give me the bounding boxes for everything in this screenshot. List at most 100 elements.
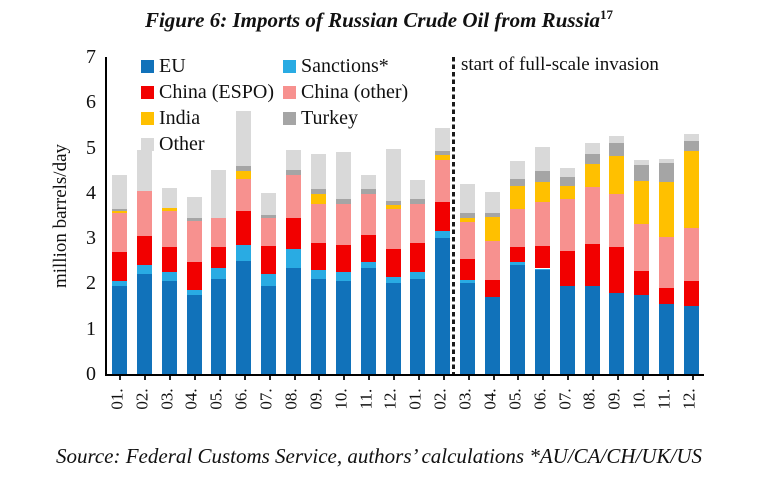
bar-segment-sanctions--12. [385, 276, 401, 284]
x-tick-label: 06. [530, 388, 550, 410]
bar-segment-sanctions--01. [111, 281, 127, 286]
x-axis-tick [318, 376, 321, 380]
legend-swatch [141, 85, 154, 99]
x-tick-label: 01. [107, 388, 127, 410]
bar-segment-china--other--01. [410, 204, 426, 243]
x-axis-tick [268, 376, 271, 380]
x-tick-label: 09. [604, 388, 624, 410]
x-tick-label: 04. [182, 388, 202, 410]
bar-segment-turkey-12. [385, 201, 401, 206]
bar-segment-china--espo--02. [435, 202, 451, 232]
bar-segment-eu-01. [111, 285, 127, 374]
bar-segment-sanctions--02. [435, 231, 451, 239]
bar-segment-sanctions--03. [460, 279, 476, 284]
bar-segment-china--espo--01. [410, 242, 426, 273]
bar-segment-china--other--07. [261, 217, 277, 247]
bar-segment-china--other--03. [460, 222, 476, 259]
bar-segment-china--espo--05. [211, 247, 227, 268]
y-tick-label: 0 [86, 363, 96, 385]
bar-segment-other-03. [460, 183, 476, 214]
bar-segment-india-12. [385, 205, 401, 209]
bar-segment-other-11. [360, 174, 376, 190]
bar-segment-china--other--02. [435, 160, 451, 203]
bar-segment-other-06. [236, 111, 252, 166]
bar-segment-other-01. [410, 180, 426, 200]
chart-legend: EU China (ESPO) India Other Sanctions* China … [141, 53, 408, 157]
bar-segment-eu-03. [161, 281, 177, 374]
bar-segment-other-04. [485, 191, 501, 213]
bar-segment-eu-09. [609, 292, 625, 374]
bar-segment-turkey-08. [286, 170, 302, 175]
bar-segment-eu-11. [360, 267, 376, 374]
bar-segment-eu-08. [286, 267, 302, 374]
legend-swatch [141, 137, 154, 151]
bar-segment-sanctions--05. [509, 262, 525, 266]
bar-segment-other-09. [609, 135, 625, 143]
bar-segment-other-10. [335, 152, 351, 200]
bar-segment-china--espo--06. [236, 210, 252, 245]
figure-title: Figure 6: Imports of Russian Crude Oil f… [0, 7, 758, 33]
y-tick-label: 5 [86, 136, 96, 159]
bar-segment-india-05. [509, 185, 525, 210]
legend-label: China (other) [301, 80, 409, 103]
x-tick-label: 03. [157, 388, 177, 410]
legend-label: Other [159, 132, 205, 155]
bar-segment-eu-02. [136, 274, 152, 374]
bar-segment-other-01. [111, 174, 127, 209]
x-tick-label: 11. [356, 388, 376, 410]
bar-segment-eu-10. [634, 294, 650, 374]
bar-segment-eu-07. [261, 285, 277, 374]
invasion-annotation: start of full-scale invasion [461, 54, 659, 75]
bar-segment-china--espo--06. [534, 245, 550, 269]
x-axis-tick [393, 376, 396, 380]
bar-segment-eu-06. [534, 269, 550, 374]
x-axis-tick [567, 376, 570, 380]
x-tick-label: 07. [256, 388, 276, 410]
bar-segment-eu-06. [236, 260, 252, 374]
x-tick-label: 10. [331, 388, 351, 410]
bar-segment-eu-04. [485, 297, 501, 374]
bar-segment-china--espo--11. [360, 234, 376, 262]
bar-segment-sanctions--06. [534, 268, 550, 270]
bar-segment-turkey-09. [609, 142, 625, 156]
y-tick-label: 3 [86, 227, 96, 250]
bar-segment-china--other--08. [286, 174, 302, 218]
x-axis-tick [243, 376, 246, 380]
bar-segment-eu-10. [335, 281, 351, 374]
x-tick-label: 11. [654, 388, 674, 410]
bar-segment-china--espo--12. [385, 249, 401, 277]
bar-segment-china--espo--07. [261, 246, 277, 275]
bar-segment-sanctions--10. [335, 272, 351, 282]
legend-item-sanctions-: Sanctions* [283, 53, 408, 79]
bar-segment-china--other--05. [509, 209, 525, 248]
bar-segment-china--espo--05. [509, 247, 525, 263]
bar-segment-india-09. [310, 193, 326, 205]
plot-area [105, 57, 704, 380]
bar-segment-china--espo--10. [335, 244, 351, 273]
bar-segment-eu-11. [659, 303, 675, 374]
legend-label: Sanctions* [301, 54, 389, 77]
x-axis-tick [592, 376, 595, 380]
bar-segment-china--other--10. [634, 224, 650, 271]
figure-title-footnote-ref: 17 [600, 7, 614, 22]
bar-segment-china--other--11. [659, 237, 675, 289]
bar-segment-india-02. [435, 155, 451, 161]
bar-segment-other-10. [634, 160, 650, 165]
bar-segment-china--espo--07. [559, 250, 575, 286]
bar-segment-eu-12. [684, 306, 700, 374]
bar-segment-turkey-01. [410, 199, 426, 205]
bar-segment-china--other--12. [684, 227, 700, 282]
bar-segment-china--espo--03. [460, 258, 476, 280]
invasion-dashed-line [451, 57, 455, 374]
bar-segment-other-08. [286, 149, 302, 171]
bar-segment-india-03. [460, 217, 476, 223]
bar-segment-other-12. [684, 133, 700, 142]
bar-segment-other-05. [509, 161, 525, 180]
bar-segment-sanctions--02. [136, 265, 152, 275]
x-axis-tick [194, 376, 197, 380]
x-tick-label: 08. [281, 388, 301, 410]
legend-item-china--espo-: China (ESPO) [141, 79, 283, 105]
bar-segment-china--other--07. [559, 199, 575, 251]
legend-item-china--other-: China (other) [283, 79, 408, 105]
bar-segment-turkey-04. [485, 212, 501, 218]
